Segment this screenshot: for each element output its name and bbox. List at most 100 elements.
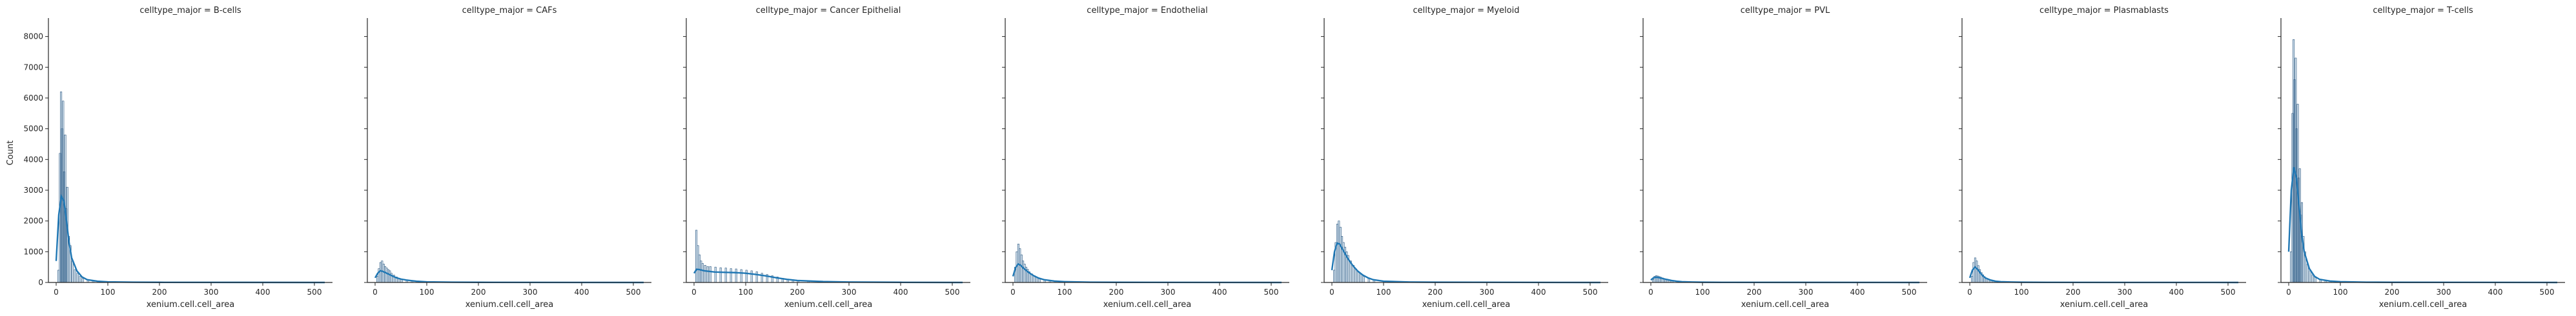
facet-title: celltype_major = T-cells bbox=[2373, 6, 2473, 15]
x-tick-label: 300 bbox=[204, 288, 219, 297]
x-axis-label: xenium.cell.cell_area bbox=[1103, 300, 1192, 310]
x-tick-label: 200 bbox=[152, 288, 167, 297]
histogram-bar bbox=[1972, 262, 1975, 283]
kde-line bbox=[374, 270, 644, 284]
x-tick-label: 0 bbox=[373, 288, 378, 297]
histogram-bar bbox=[389, 270, 391, 283]
x-tick-label: 100 bbox=[1376, 288, 1391, 297]
histogram-bar bbox=[385, 268, 388, 283]
facet-panel-8: celltype_major = T-cells 0 100 200 300 400 500… bbox=[2278, 6, 2565, 310]
histogram-bar bbox=[1020, 254, 1023, 283]
x-tick-label: 500 bbox=[1583, 288, 1598, 297]
x-tick-label: 500 bbox=[1264, 288, 1279, 297]
y-tick-label: 6000 bbox=[23, 94, 43, 103]
histogram-bar bbox=[1360, 274, 1362, 283]
x-tick-label: 200 bbox=[2385, 288, 2400, 297]
facet-title: celltype_major = Myeloid bbox=[1413, 6, 1520, 15]
histogram-bar bbox=[700, 261, 702, 283]
y-tick-label: 5000 bbox=[23, 124, 43, 133]
histogram-bar bbox=[1977, 265, 1979, 283]
x-axis-label: xenium.cell.cell_area bbox=[2060, 300, 2149, 310]
x-tick-label: 200 bbox=[1109, 288, 1124, 297]
kde-line bbox=[1331, 242, 1601, 284]
x-tick-label: 500 bbox=[2540, 288, 2555, 297]
y-tick-label: 8000 bbox=[23, 32, 43, 41]
histogram-bar bbox=[1341, 236, 1344, 283]
y-tick-label: 3000 bbox=[23, 186, 43, 195]
histogram-bar bbox=[745, 270, 748, 283]
x-tick-label: 100 bbox=[2014, 288, 2029, 297]
kde-line bbox=[1650, 276, 1920, 284]
x-tick-label: 0 bbox=[54, 288, 59, 297]
x-tick-label: 400 bbox=[1531, 288, 1546, 297]
x-tick-label: 100 bbox=[1058, 288, 1072, 297]
x-tick-label: 200 bbox=[1747, 288, 1762, 297]
y-axis-label: Count bbox=[6, 141, 15, 166]
kde-line bbox=[2287, 166, 2558, 284]
histogram-bar bbox=[740, 269, 742, 283]
x-tick-label: 0 bbox=[1648, 288, 1653, 297]
histogram-bar bbox=[1357, 272, 1360, 283]
histogram-bar bbox=[1336, 224, 1338, 283]
x-tick-label: 100 bbox=[420, 288, 434, 297]
facet-title: celltype_major = Endothelial bbox=[1087, 6, 1207, 15]
x-tick-label: 200 bbox=[2066, 288, 2081, 297]
x-tick-label: 400 bbox=[575, 288, 589, 297]
x-tick-label: 0 bbox=[2286, 288, 2291, 297]
kde-line bbox=[1012, 262, 1282, 284]
histogram-bar bbox=[382, 264, 385, 283]
x-tick-label: 500 bbox=[2221, 288, 2236, 297]
x-tick-label: 500 bbox=[626, 288, 641, 297]
x-axis-label: xenium.cell.cell_area bbox=[465, 300, 554, 310]
x-tick-label: 0 bbox=[1329, 288, 1334, 297]
x-tick-label: 0 bbox=[1010, 288, 1016, 297]
x-tick-label: 200 bbox=[471, 288, 486, 297]
x-tick-label: 500 bbox=[1902, 288, 1917, 297]
histogram-bar bbox=[1338, 221, 1340, 283]
histogram-bar bbox=[1652, 279, 1655, 283]
x-tick-label: 300 bbox=[523, 288, 538, 297]
x-tick-label: 400 bbox=[256, 288, 271, 297]
histogram-bar bbox=[387, 269, 389, 283]
histogram-bar bbox=[74, 269, 76, 283]
facet-title: celltype_major = PVL bbox=[1741, 6, 1830, 15]
histogram-bar bbox=[384, 266, 387, 283]
x-axis-label: xenium.cell.cell_area bbox=[784, 300, 873, 310]
x-axis-label: xenium.cell.cell_area bbox=[2379, 300, 2468, 310]
histogram-bar bbox=[1333, 270, 1336, 283]
histogram-bar bbox=[1976, 261, 1978, 283]
x-axis-label: xenium.cell.cell_area bbox=[147, 300, 235, 310]
histogram-bar bbox=[730, 268, 732, 283]
histogram-bar bbox=[695, 230, 698, 283]
histogram-bar bbox=[724, 268, 727, 283]
histogram-bar bbox=[714, 266, 717, 283]
histogram-bar bbox=[2314, 277, 2316, 283]
x-tick-label: 200 bbox=[790, 288, 805, 297]
x-tick-label: 100 bbox=[739, 288, 753, 297]
histogram-bar bbox=[79, 276, 81, 283]
facet-title: celltype_major = CAFs bbox=[462, 6, 557, 15]
x-tick-label: 100 bbox=[1695, 288, 1710, 297]
x-tick-label: 100 bbox=[2333, 288, 2348, 297]
facet-panel-5: celltype_major = Myeloid 0 100 200 300 400 500… bbox=[1321, 6, 1608, 310]
x-axis-label: xenium.cell.cell_area bbox=[1741, 300, 1830, 310]
histogram-bar bbox=[719, 267, 722, 283]
x-tick-label: 500 bbox=[307, 288, 322, 297]
y-tick-label: 7000 bbox=[23, 63, 43, 72]
histogram-bar bbox=[698, 254, 700, 283]
facet-title: celltype_major = Plasmablasts bbox=[2039, 6, 2169, 15]
histogram-bar bbox=[1339, 226, 1342, 283]
histogram-bar bbox=[76, 273, 79, 283]
x-axis-label: xenium.cell.cell_area bbox=[1422, 300, 1511, 310]
x-tick-label: 300 bbox=[2437, 288, 2451, 297]
histogram-bar bbox=[1362, 276, 1365, 283]
histogram-bar bbox=[2309, 270, 2311, 283]
histogram-bar bbox=[755, 272, 758, 283]
histogram-bar bbox=[2311, 274, 2314, 283]
facet-panel-1: celltype_major = B-cells0100020003000400… bbox=[23, 6, 332, 310]
kde-line bbox=[55, 193, 325, 284]
histogram-bar bbox=[1354, 268, 1357, 283]
x-tick-label: 0 bbox=[1967, 288, 1972, 297]
y-tick-label: 4000 bbox=[23, 155, 43, 164]
